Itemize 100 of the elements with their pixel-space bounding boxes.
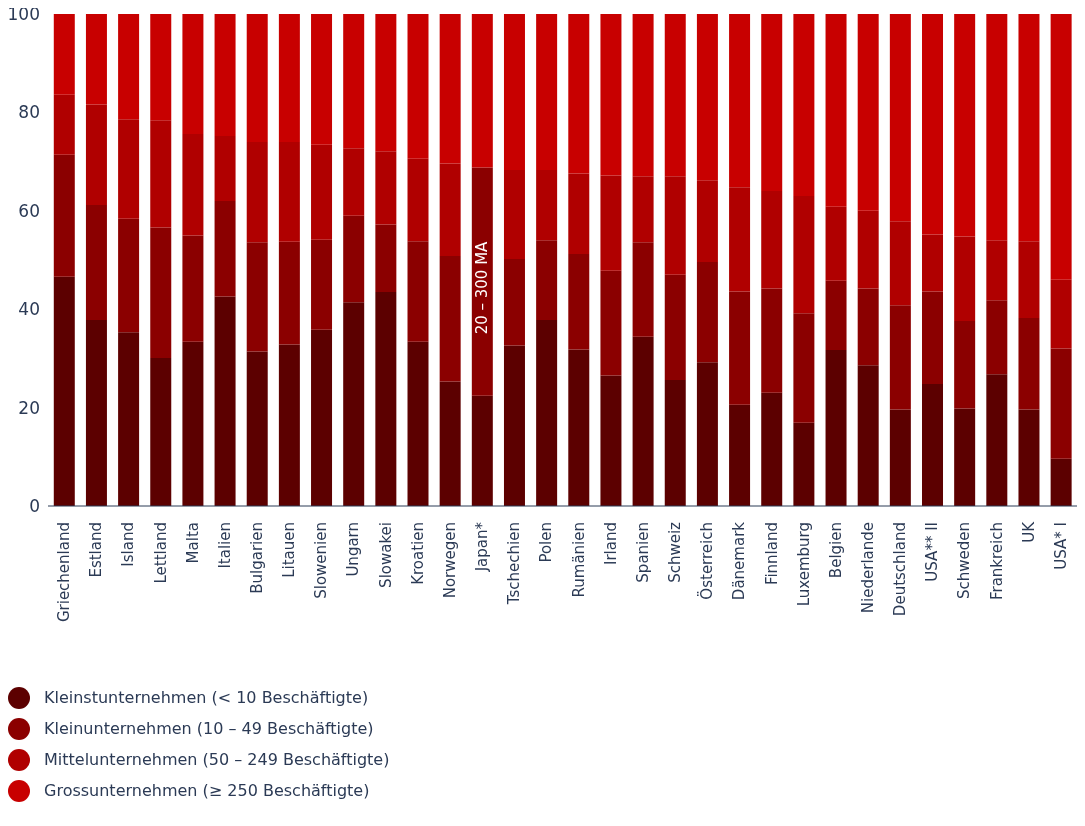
bar bbox=[696, 261, 718, 363]
bar bbox=[568, 173, 590, 255]
bar bbox=[761, 191, 783, 289]
bar bbox=[278, 141, 300, 242]
bar bbox=[761, 392, 783, 506]
bar bbox=[696, 14, 718, 181]
bar bbox=[857, 365, 879, 506]
bar bbox=[85, 320, 107, 506]
bar bbox=[407, 341, 429, 506]
bar bbox=[150, 14, 172, 121]
x-tick-label: Polen bbox=[537, 522, 556, 563]
bar bbox=[600, 270, 622, 376]
bar bbox=[214, 200, 236, 297]
x-tick-label: UK bbox=[1019, 520, 1038, 543]
bar bbox=[664, 380, 686, 506]
bar bbox=[857, 14, 879, 211]
bar bbox=[632, 14, 654, 177]
x-tick-label: Lettland bbox=[151, 522, 170, 584]
bar bbox=[825, 350, 847, 506]
bar bbox=[343, 215, 365, 303]
x-tick-label: Belgien bbox=[826, 522, 845, 579]
x-tick-label: USA* I bbox=[1051, 522, 1070, 570]
bar bbox=[825, 14, 847, 207]
bar bbox=[954, 14, 976, 237]
bar bbox=[118, 332, 140, 506]
bar bbox=[986, 14, 1008, 241]
bar bbox=[536, 169, 558, 241]
bar bbox=[311, 144, 333, 240]
legend-label: Kleinunternehmen (10 – 49 Beschäftigte) bbox=[44, 719, 374, 738]
bar bbox=[85, 14, 107, 105]
x-tick-label: Island bbox=[119, 522, 138, 567]
bar bbox=[696, 180, 718, 262]
bar bbox=[761, 14, 783, 192]
bar bbox=[825, 280, 847, 351]
bar bbox=[1018, 241, 1040, 319]
bar bbox=[53, 94, 75, 155]
bar bbox=[182, 14, 204, 135]
bar bbox=[1050, 279, 1072, 349]
legend-label: Grossunternehmen (≥ 250 Beschäftigte) bbox=[44, 781, 370, 800]
bar bbox=[696, 362, 718, 506]
bar bbox=[375, 151, 397, 225]
bar bbox=[1050, 14, 1072, 280]
bar bbox=[246, 351, 268, 506]
x-tick-label: USA** II bbox=[923, 522, 942, 582]
bar bbox=[118, 218, 140, 333]
bar bbox=[954, 236, 976, 322]
bar bbox=[375, 224, 397, 292]
bar bbox=[214, 136, 236, 201]
bar bbox=[343, 302, 365, 506]
bar bbox=[407, 241, 429, 342]
x-tick-label: Spanien bbox=[633, 522, 652, 583]
x-tick-label: Österreich bbox=[697, 522, 717, 600]
x-tick-label: Bulgarien bbox=[248, 522, 267, 594]
bar bbox=[922, 291, 944, 384]
bar bbox=[536, 320, 558, 506]
bar bbox=[793, 422, 815, 506]
bar bbox=[214, 296, 236, 506]
bar bbox=[632, 336, 654, 506]
bar bbox=[343, 14, 365, 149]
x-tick-label: Schweiz bbox=[666, 521, 685, 583]
bar bbox=[889, 14, 911, 222]
bar bbox=[857, 210, 879, 289]
bar bbox=[278, 241, 300, 345]
x-tick-label: Schweden bbox=[955, 522, 974, 600]
bar bbox=[471, 167, 493, 396]
bar bbox=[246, 141, 268, 243]
bar bbox=[536, 240, 558, 321]
bar bbox=[922, 234, 944, 292]
bar bbox=[53, 276, 75, 506]
bar bbox=[214, 14, 236, 137]
bar bbox=[922, 383, 944, 506]
bar bbox=[729, 14, 751, 188]
bar bbox=[761, 288, 783, 393]
y-tick-label: 0 bbox=[29, 496, 40, 517]
x-tick-label: Litauen bbox=[280, 522, 299, 578]
bar bbox=[439, 381, 461, 506]
bar bbox=[793, 313, 815, 423]
bar bbox=[375, 14, 397, 152]
bar bbox=[439, 163, 461, 257]
y-tick-label: 100 bbox=[7, 4, 40, 25]
bar bbox=[568, 14, 590, 174]
bar bbox=[536, 14, 558, 170]
y-tick-label: 80 bbox=[18, 102, 40, 123]
x-tick-label: Malta bbox=[183, 522, 202, 564]
bar bbox=[278, 14, 300, 142]
bar bbox=[954, 321, 976, 409]
bar bbox=[471, 395, 493, 506]
bar bbox=[503, 345, 525, 506]
bar bbox=[1018, 318, 1040, 410]
x-tick-label: Kroatien bbox=[408, 522, 427, 585]
bar bbox=[150, 227, 172, 358]
bar bbox=[375, 291, 397, 506]
x-tick-label: Griechenland bbox=[55, 522, 74, 623]
x-tick-label: Luxemburg bbox=[794, 522, 813, 607]
y-tick-label: 40 bbox=[18, 299, 40, 320]
bar bbox=[246, 242, 268, 352]
x-tick-label: Dänemark bbox=[730, 521, 749, 601]
bar bbox=[118, 14, 140, 120]
bar bbox=[986, 374, 1008, 506]
x-tick-label: Norwegen bbox=[440, 522, 459, 599]
